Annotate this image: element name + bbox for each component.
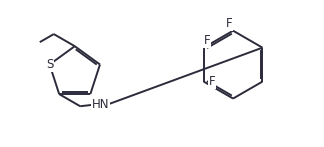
Text: F: F — [226, 17, 233, 30]
Text: HN: HN — [91, 98, 109, 111]
Text: F: F — [209, 75, 215, 88]
Text: F: F — [204, 34, 211, 47]
Text: S: S — [46, 58, 53, 71]
